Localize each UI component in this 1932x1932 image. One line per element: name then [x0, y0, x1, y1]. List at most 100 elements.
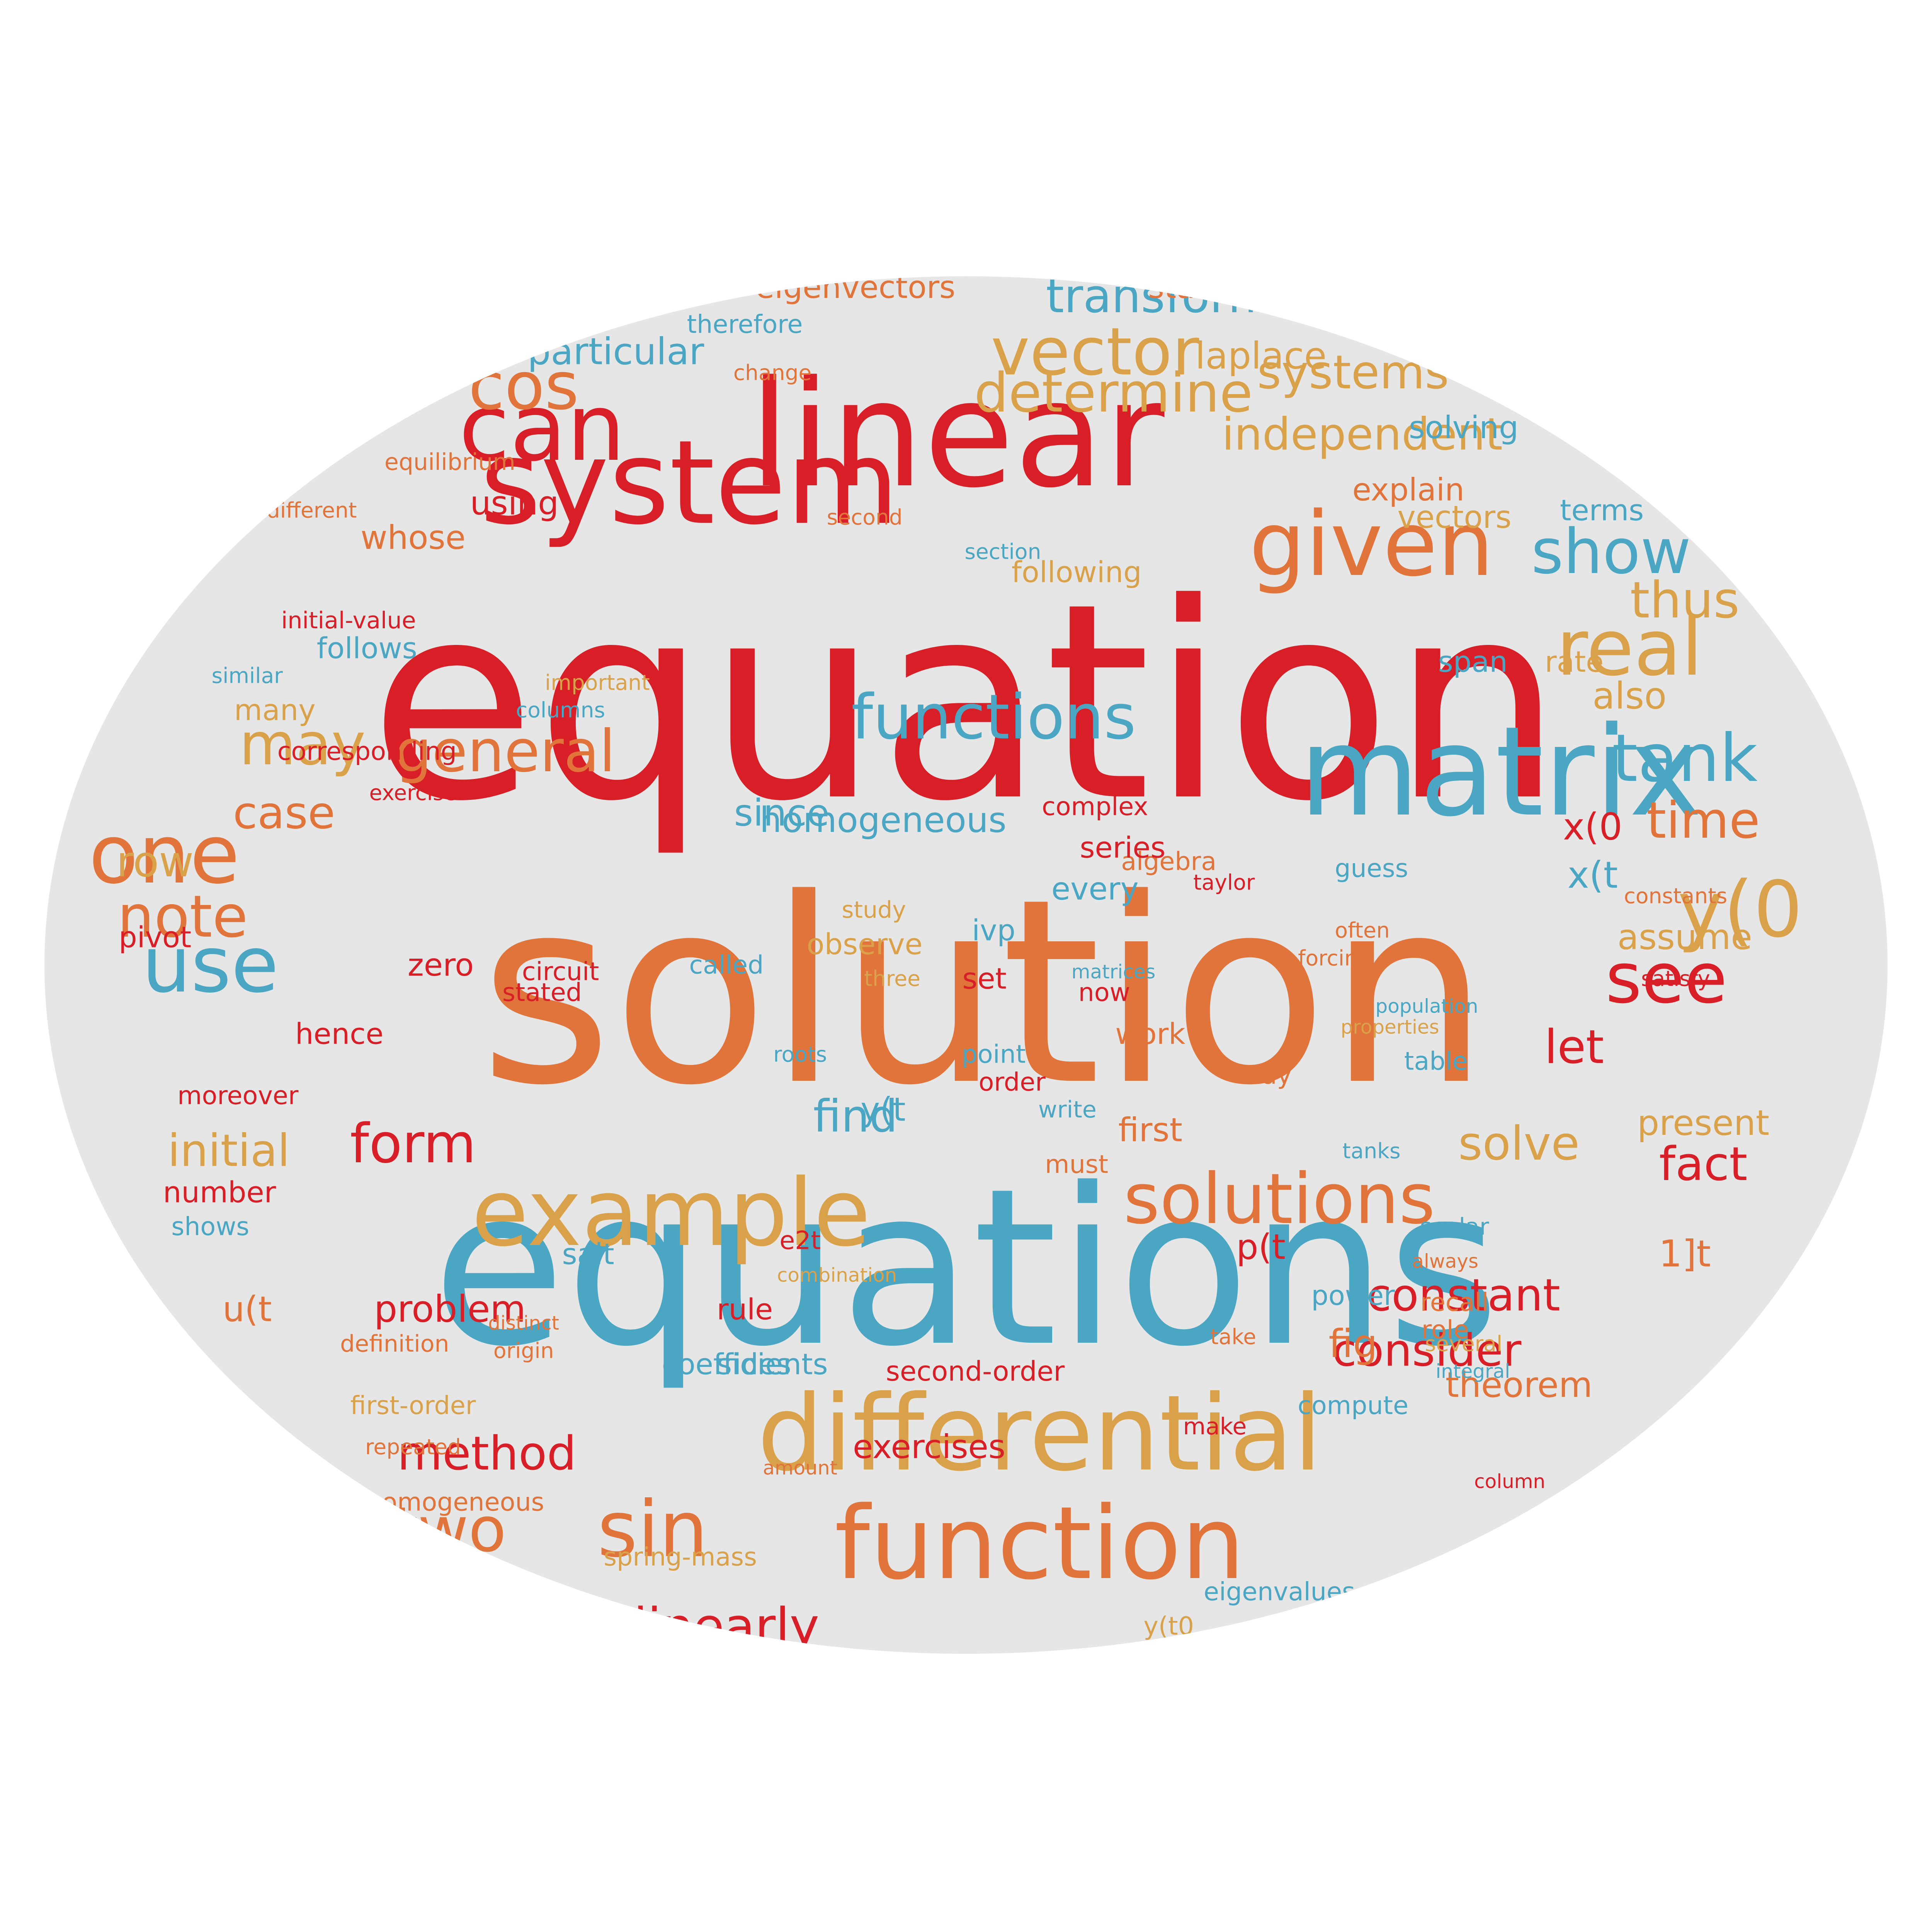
cloud-word: using [470, 484, 559, 523]
cloud-word: must [1045, 1150, 1109, 1179]
cloud-word: columns [516, 697, 605, 723]
cloud-word: second [827, 505, 903, 530]
cloud-word: second-order [886, 1355, 1065, 1388]
cloud-word: y(0 [1677, 864, 1803, 955]
cloud-word: properties [1340, 1015, 1439, 1038]
cloud-word: work [1115, 1017, 1185, 1051]
cloud-word: repeated [365, 1434, 461, 1459]
cloud-word: called [689, 951, 764, 980]
cloud-word: row [116, 837, 194, 887]
cloud-word: system [480, 415, 899, 550]
cloud-word: functions [851, 680, 1136, 753]
cloud-word: condition [249, 421, 356, 448]
cloud-word: e2t [779, 1226, 821, 1255]
cloud-word: hence [295, 1017, 384, 1051]
cloud-word: series [1080, 830, 1166, 865]
cloud-word: amount [763, 1456, 838, 1479]
cloud-word: linear [749, 349, 1165, 520]
cloud-word: use [142, 920, 279, 1010]
cloud-word: matrix [1299, 700, 1702, 844]
cloud-word: combination [777, 1264, 897, 1286]
cloud-word: scalar [1420, 1213, 1489, 1240]
cloud-word: moreover [177, 1081, 299, 1111]
cloud-word: systems [1257, 345, 1449, 400]
cloud-word: time [1646, 791, 1760, 850]
cloud-word: point [961, 1040, 1026, 1069]
cloud-word: form [350, 1112, 476, 1175]
cloud-word: present [1637, 1103, 1770, 1144]
cloud-word: compute [1298, 1391, 1409, 1420]
cloud-word: real [1556, 603, 1703, 693]
cloud-word: distinct [488, 1312, 560, 1335]
cloud-word: constants [1624, 883, 1728, 908]
cloud-word: column [1474, 1470, 1546, 1493]
cloud-word: may [239, 711, 366, 779]
cloud-word: therefore [687, 310, 803, 339]
cloud-word: find [813, 1090, 898, 1143]
cloud-word: taylor [1193, 870, 1255, 895]
cloud-word: x(t [1567, 854, 1618, 897]
cloud-word: exercise [369, 780, 457, 805]
cloud-word: vectors [1397, 499, 1512, 535]
cloud-word: roots [773, 1042, 827, 1067]
cloud-word: determine [974, 362, 1253, 425]
cloud-word: state [1148, 276, 1226, 305]
cloud-word: study [842, 896, 906, 923]
cloud-word: several [1425, 1331, 1503, 1356]
cloud-word: case [233, 787, 335, 839]
cloud-word: different [266, 498, 357, 523]
cloud-word: particular [527, 330, 704, 373]
cloud-word: important [545, 670, 650, 695]
cloud-word: linearly [633, 1597, 820, 1654]
word-cloud-oval: equation solution equations linear matrix sys… [44, 276, 1888, 1654]
cloud-word: first-order [350, 1391, 476, 1420]
cloud-word: definition [340, 1330, 449, 1357]
cloud-word: initial [167, 1125, 290, 1177]
cloud-word: matrices [1071, 961, 1156, 983]
cloud-word: exercises [853, 1428, 1006, 1466]
cloud-word: problem [374, 1288, 526, 1331]
cloud-word: eigenvectors [755, 276, 956, 305]
cloud-word: will [460, 1581, 550, 1644]
cloud-word: write [1038, 1096, 1097, 1123]
cloud-word: sin [597, 1485, 708, 1575]
cloud-word: always [1412, 1250, 1479, 1272]
cloud-word: solutions [1123, 1158, 1435, 1240]
cloud-word: rate [1544, 645, 1604, 679]
cloud-word: order [978, 1068, 1046, 1097]
cloud-word: table [1404, 1047, 1468, 1076]
cloud-word: integral [1435, 1360, 1510, 1383]
cloud-word: solving [1408, 410, 1519, 446]
cloud-word: shows [171, 1212, 250, 1242]
cloud-word: x(0 [1563, 806, 1622, 849]
cloud-word: circuit [522, 957, 599, 986]
cloud-word: eigenvalues [1203, 1577, 1355, 1607]
cloud-word: role [1421, 1315, 1469, 1345]
cloud-word: section [964, 539, 1041, 564]
cloud-word: corresponding [277, 737, 457, 766]
cloud-word: explain [1352, 471, 1464, 508]
cloud-word: equation [369, 546, 1563, 861]
cloud-word: following [1011, 555, 1142, 589]
cloud-word: salt [562, 1237, 614, 1271]
cloud-word: algebra [1121, 847, 1217, 876]
cloud-word: every [1051, 871, 1139, 907]
cloud-word: consider [1332, 1325, 1522, 1377]
cloud-word: u(t [222, 1289, 272, 1330]
cloud-word: function [834, 1485, 1245, 1602]
cloud-word: zero [407, 947, 474, 983]
cloud-word: many [234, 693, 316, 727]
cloud-word: theorem [1445, 1364, 1593, 1405]
cloud-word: satisfy [1641, 966, 1710, 991]
cloud-word: homogeneous [759, 800, 1007, 841]
cloud-word: three [864, 966, 920, 991]
cloud-word: independent [1222, 408, 1503, 461]
cloud-word: equilibrium [384, 449, 515, 476]
cloud-word: follows [316, 631, 417, 665]
cloud-word: take [1210, 1324, 1257, 1349]
cloud-word: first [1118, 1111, 1183, 1150]
cloud-word: cos [468, 348, 579, 425]
cloud-word: laplace [1195, 335, 1327, 378]
cloud-word: fact [1659, 1138, 1748, 1192]
cloud-word: number [163, 1175, 276, 1209]
